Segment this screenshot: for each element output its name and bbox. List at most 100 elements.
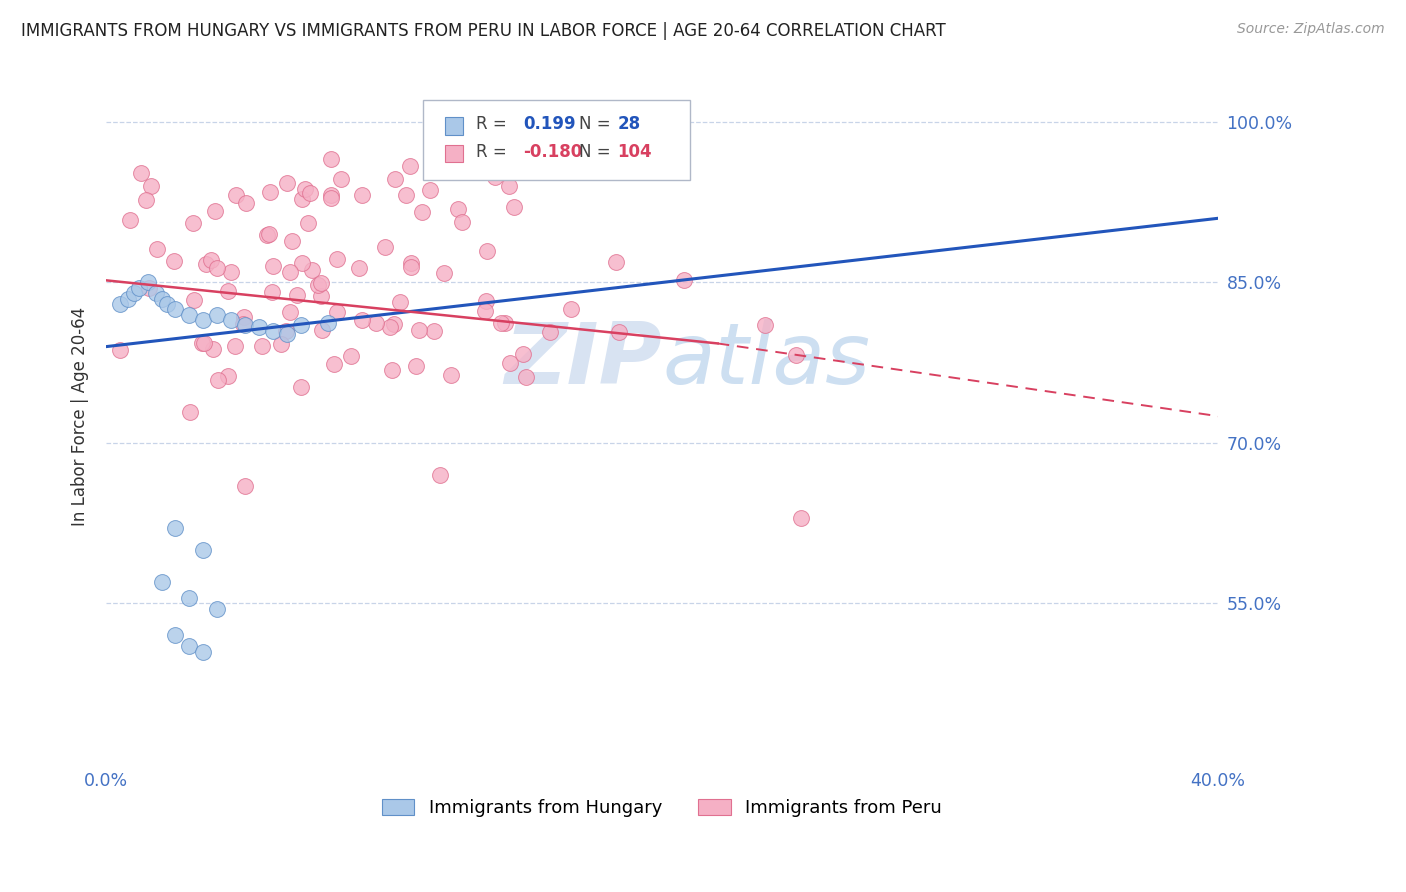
Point (217, 368, 239, 383)
Point (450, 215, 472, 229)
Point (290, 318, 312, 333)
Point (162, 253, 184, 268)
Point (405, 359, 427, 374)
Point (146, 242, 169, 256)
Point (250, 339, 273, 353)
Point (193, 313, 215, 327)
Point (183, 293, 205, 308)
Point (512, 347, 534, 361)
Point (260, 285, 283, 300)
Point (193, 542, 215, 557)
Point (276, 326, 298, 341)
Point (179, 639, 201, 653)
Point (389, 294, 412, 309)
Point (278, 265, 301, 279)
Point (790, 510, 813, 524)
Point (419, 183, 441, 197)
Text: 0.199: 0.199 (523, 115, 575, 133)
Point (247, 320, 270, 334)
Point (122, 286, 145, 301)
Point (423, 324, 446, 338)
Point (384, 172, 406, 186)
Text: atlas: atlas (662, 319, 870, 402)
Point (311, 322, 333, 336)
Point (207, 373, 229, 387)
Text: ZIP: ZIP (505, 319, 662, 402)
Point (262, 259, 284, 273)
Point (754, 318, 776, 332)
FancyBboxPatch shape (423, 100, 690, 180)
Point (108, 297, 131, 311)
Point (785, 348, 807, 362)
Point (408, 323, 430, 337)
Point (291, 256, 314, 270)
Point (319, 188, 342, 202)
Point (429, 468, 451, 483)
Bar (446, 117, 463, 135)
Point (181, 216, 204, 230)
Point (395, 188, 418, 202)
Bar (446, 145, 463, 162)
Point (311, 289, 333, 303)
Point (498, 178, 520, 193)
Point (329, 172, 352, 186)
Point (326, 252, 349, 266)
Point (233, 310, 256, 325)
Point (297, 217, 319, 231)
Point (139, 179, 162, 194)
Legend: Immigrants from Hungary, Immigrants from Peru: Immigrants from Hungary, Immigrants from… (375, 791, 949, 824)
Point (259, 185, 281, 199)
Point (179, 405, 201, 419)
Point (401, 256, 423, 270)
Point (235, 195, 257, 210)
Point (439, 368, 461, 382)
Point (492, 160, 515, 174)
Text: IMMIGRANTS FROM HUNGARY VS IMMIGRANTS FROM PERU IN LABOR FORCE | AGE 20-64 CORRE: IMMIGRANTS FROM HUNGARY VS IMMIGRANTS FR… (21, 22, 946, 40)
Point (193, 644, 215, 658)
Point (179, 591, 201, 605)
Point (499, 356, 522, 370)
Point (350, 313, 373, 327)
Point (290, 379, 312, 393)
Point (138, 280, 160, 294)
Point (672, 273, 695, 287)
Point (145, 286, 167, 301)
Point (309, 277, 332, 291)
Point (257, 227, 280, 241)
Point (217, 285, 239, 299)
Point (156, 297, 179, 311)
Point (484, 169, 506, 184)
Point (319, 191, 342, 205)
Point (347, 260, 370, 275)
Point (605, 255, 627, 269)
Point (398, 159, 420, 173)
Point (225, 188, 247, 202)
Point (382, 317, 405, 331)
Point (433, 266, 456, 280)
Point (494, 316, 516, 330)
Point (205, 601, 228, 615)
Point (262, 324, 284, 338)
Point (194, 257, 217, 271)
Point (233, 318, 256, 333)
Point (294, 182, 316, 196)
Point (607, 326, 630, 340)
Point (307, 277, 329, 292)
Point (446, 202, 468, 217)
Point (165, 521, 187, 535)
Point (503, 200, 526, 214)
Point (299, 186, 322, 201)
Point (489, 316, 512, 330)
Point (224, 339, 246, 353)
Point (381, 362, 404, 376)
Point (538, 326, 561, 340)
Point (165, 302, 187, 317)
Point (201, 342, 224, 356)
Point (129, 165, 152, 179)
Point (205, 308, 228, 322)
Point (135, 193, 157, 207)
Point (322, 357, 344, 371)
Point (291, 192, 314, 206)
Point (285, 287, 308, 301)
Point (110, 343, 132, 358)
